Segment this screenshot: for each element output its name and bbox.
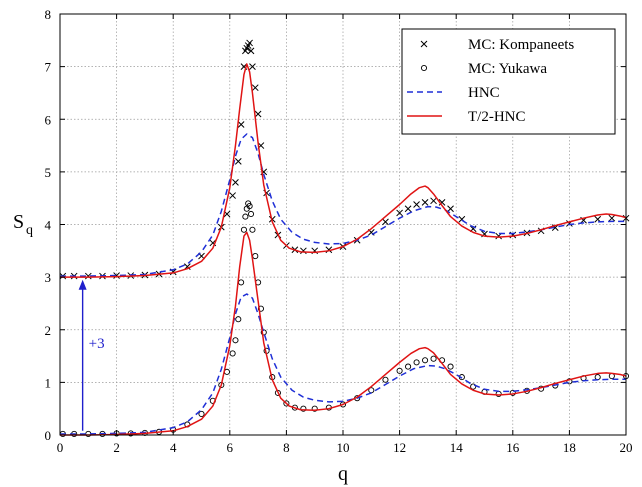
series-t-2-hnc-shifted — [60, 231, 627, 436]
mc-yukawa-point — [242, 213, 249, 220]
mc-kompaneets-point — [254, 110, 262, 118]
x-tick-label: 6 — [227, 440, 234, 455]
mc-yukawa-point — [405, 363, 412, 370]
mc-yukawa-point — [396, 367, 403, 374]
y-tick-label: 6 — [45, 112, 52, 127]
t-2-hnc-line — [60, 63, 627, 278]
series-hnc — [60, 133, 626, 277]
mc-kompaneets-point — [300, 247, 307, 255]
mc-yukawa-point — [413, 359, 420, 366]
mc-kompaneets-point — [251, 84, 259, 92]
legend-t-2-hnc-label: T/2-HNC — [468, 109, 526, 125]
x-tick-label: 16 — [506, 440, 520, 455]
x-axis-title: q — [338, 463, 348, 485]
x-tick-label: 0 — [57, 440, 64, 455]
y-axis-title-subscript: q — [26, 223, 33, 238]
y-tick-label: 4 — [45, 218, 52, 233]
mc-kompaneets-point — [247, 47, 255, 55]
mc-yukawa-point — [382, 376, 389, 383]
mc-kompaneets-point — [249, 63, 256, 70]
legend: MC: Kompaneets MC: Yukawa HNC T/2-HNC — [401, 28, 616, 135]
shift-arrow-head — [78, 279, 87, 290]
legend-mc-kompaneets-label: MC: Kompaneets — [468, 37, 574, 53]
t-2-hnc-shifted-line — [60, 231, 627, 436]
mc-yukawa-point — [447, 363, 454, 370]
y-tick-label: 3 — [45, 270, 52, 285]
legend-mc-yukawa-marker — [420, 64, 428, 72]
mc-kompaneets-point — [413, 201, 420, 208]
mc-yukawa-point — [198, 410, 205, 418]
y-tick-label: 7 — [45, 60, 52, 75]
mc-kompaneets-point — [438, 199, 446, 206]
mc-kompaneets-point — [396, 209, 403, 217]
mc-kompaneets-point — [447, 205, 454, 213]
x-tick-label: 20 — [620, 440, 633, 455]
x-tick-label: 14 — [450, 440, 464, 455]
mc-kompaneets-point — [237, 121, 245, 128]
mc-yukawa-point — [300, 405, 307, 412]
x-tick-label: 2 — [113, 440, 120, 455]
shift-annotation: +3 — [78, 279, 105, 431]
mc-yukawa-point — [311, 405, 318, 412]
y-tick-label: 8 — [45, 7, 52, 22]
mc-kompaneets-point — [430, 197, 437, 205]
series-layer — [59, 39, 630, 437]
mc-yukawa-point — [422, 357, 429, 364]
mc-kompaneets-point — [84, 272, 92, 280]
shift-label: +3 — [89, 336, 105, 352]
mc-yukawa-point — [240, 226, 247, 233]
series-t-2-hnc — [60, 63, 627, 278]
mc-kompaneets-point — [382, 218, 389, 226]
hnc-shifted-line — [60, 293, 626, 435]
x-tick-label: 18 — [563, 440, 576, 455]
mc-yukawa-point — [246, 203, 253, 210]
mc-yukawa-point — [470, 383, 477, 390]
mc-yukawa-point — [235, 316, 242, 323]
series-hnc-shifted — [60, 293, 626, 435]
mc-yukawa-point — [260, 329, 267, 336]
mc-yukawa-point — [566, 378, 573, 385]
mc-yukawa-point — [257, 305, 264, 312]
mc-kompaneets-point — [234, 157, 242, 165]
x-tick-label: 12 — [393, 440, 406, 455]
y-axis-title: S — [13, 211, 24, 233]
y-tick-label: 5 — [45, 165, 52, 180]
mc-kompaneets-point — [229, 192, 236, 199]
mc-yukawa-point — [229, 350, 236, 357]
mc-kompaneets-point — [232, 179, 239, 186]
mc-yukawa-point — [247, 210, 255, 218]
x-tick-label: 10 — [337, 440, 350, 455]
y-tick-label: 2 — [45, 323, 52, 338]
mc-kompaneets-point — [404, 205, 412, 213]
mc-kompaneets-point — [608, 214, 616, 222]
y-tick-label: 0 — [45, 428, 52, 443]
x-tick-label: 8 — [283, 440, 290, 455]
x-tick-label: 4 — [170, 440, 177, 455]
legend-hnc-label: HNC — [468, 85, 500, 101]
legend-mc-kompaneets-marker — [420, 40, 428, 48]
mc-yukawa-point — [249, 226, 256, 233]
hnc-line — [60, 133, 626, 277]
mc-yukawa-point — [283, 400, 290, 407]
mc-kompaneets-point — [113, 272, 120, 279]
mc-kompaneets-point — [421, 199, 429, 206]
mc-kompaneets-point — [246, 39, 253, 47]
mc-yukawa-point — [232, 337, 239, 344]
mc-yukawa-point — [430, 355, 437, 362]
y-tick-label: 1 — [45, 375, 52, 390]
legend-mc-yukawa-label: MC: Yukawa — [468, 61, 547, 77]
